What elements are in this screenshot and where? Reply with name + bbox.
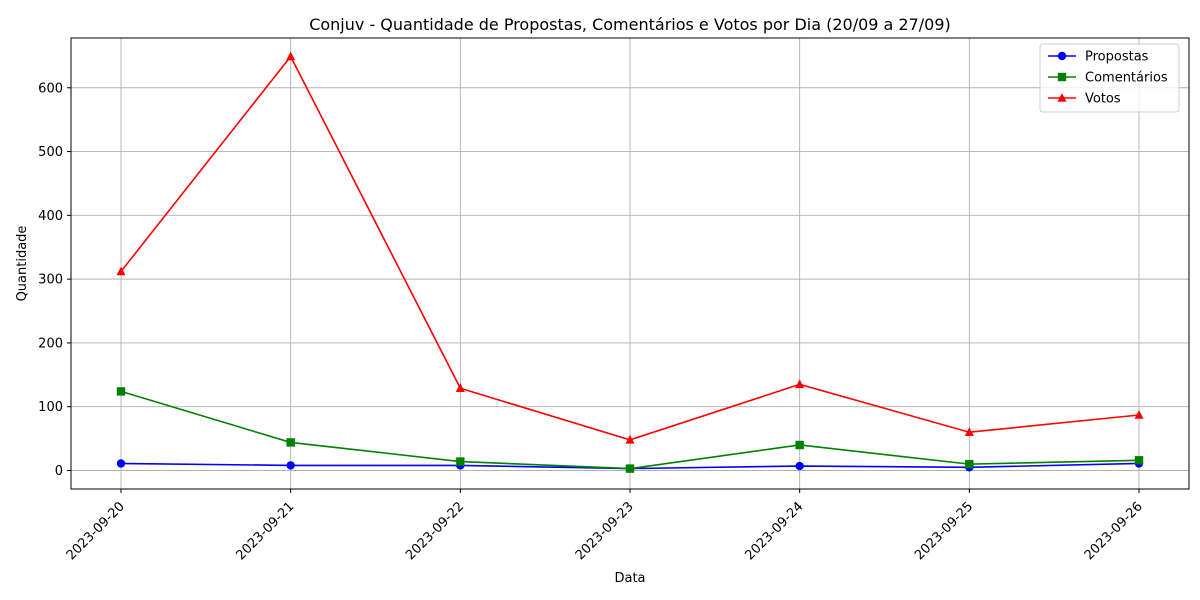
data-point-triangle [116,266,126,276]
y-tick-label: 0 [55,464,63,479]
x-axis-label: Data [614,571,645,586]
data-point-square [456,457,465,466]
data-point-triangle [1057,93,1067,102]
series-layer [116,51,1144,473]
data-point-triangle [455,383,465,393]
y-tick-label: 300 [38,273,63,288]
data-point-triangle [795,379,805,389]
y-tick-label: 100 [38,400,63,415]
data-point-circle [795,461,804,471]
legend-item: Comentários [1048,71,1168,86]
legend-item: Votos [1048,92,1121,107]
data-point-square [286,438,295,447]
legend-label: Comentários [1085,71,1168,86]
legend-label: Propostas [1085,50,1149,65]
legend: Propostas Comentários Votos [1039,43,1180,113]
y-axis: 0 100 200 300 400 500 600 [38,81,71,479]
grid [71,38,1189,489]
data-point-triangle [964,427,974,437]
series-comentários [116,387,1144,473]
data-point-square [1134,456,1144,465]
y-tick-label: 400 [38,209,63,224]
data-point-triangle [625,434,635,444]
legend-box [1039,43,1180,113]
data-point-circle [116,459,126,468]
y-axis-label: Quantidade [15,226,30,302]
data-point-square [795,440,804,450]
series-votos [116,51,1144,444]
data-point-circle [286,461,295,470]
data-point-square [1057,72,1067,82]
chart-title: Conjuv - Quantidade de Propostas, Coment… [309,15,951,34]
data-point-square [965,459,974,469]
data-point-square [116,387,126,396]
y-tick-label: 500 [38,145,63,160]
legend-item: Propostas [1048,50,1149,65]
data-point-circle [1057,51,1067,61]
data-point-square [625,464,635,473]
data-point-triangle [286,51,296,61]
legend-label: Votos [1085,92,1121,107]
y-tick-label: 600 [38,81,63,96]
y-tick-label: 200 [38,336,63,351]
data-point-triangle [1134,410,1144,419]
